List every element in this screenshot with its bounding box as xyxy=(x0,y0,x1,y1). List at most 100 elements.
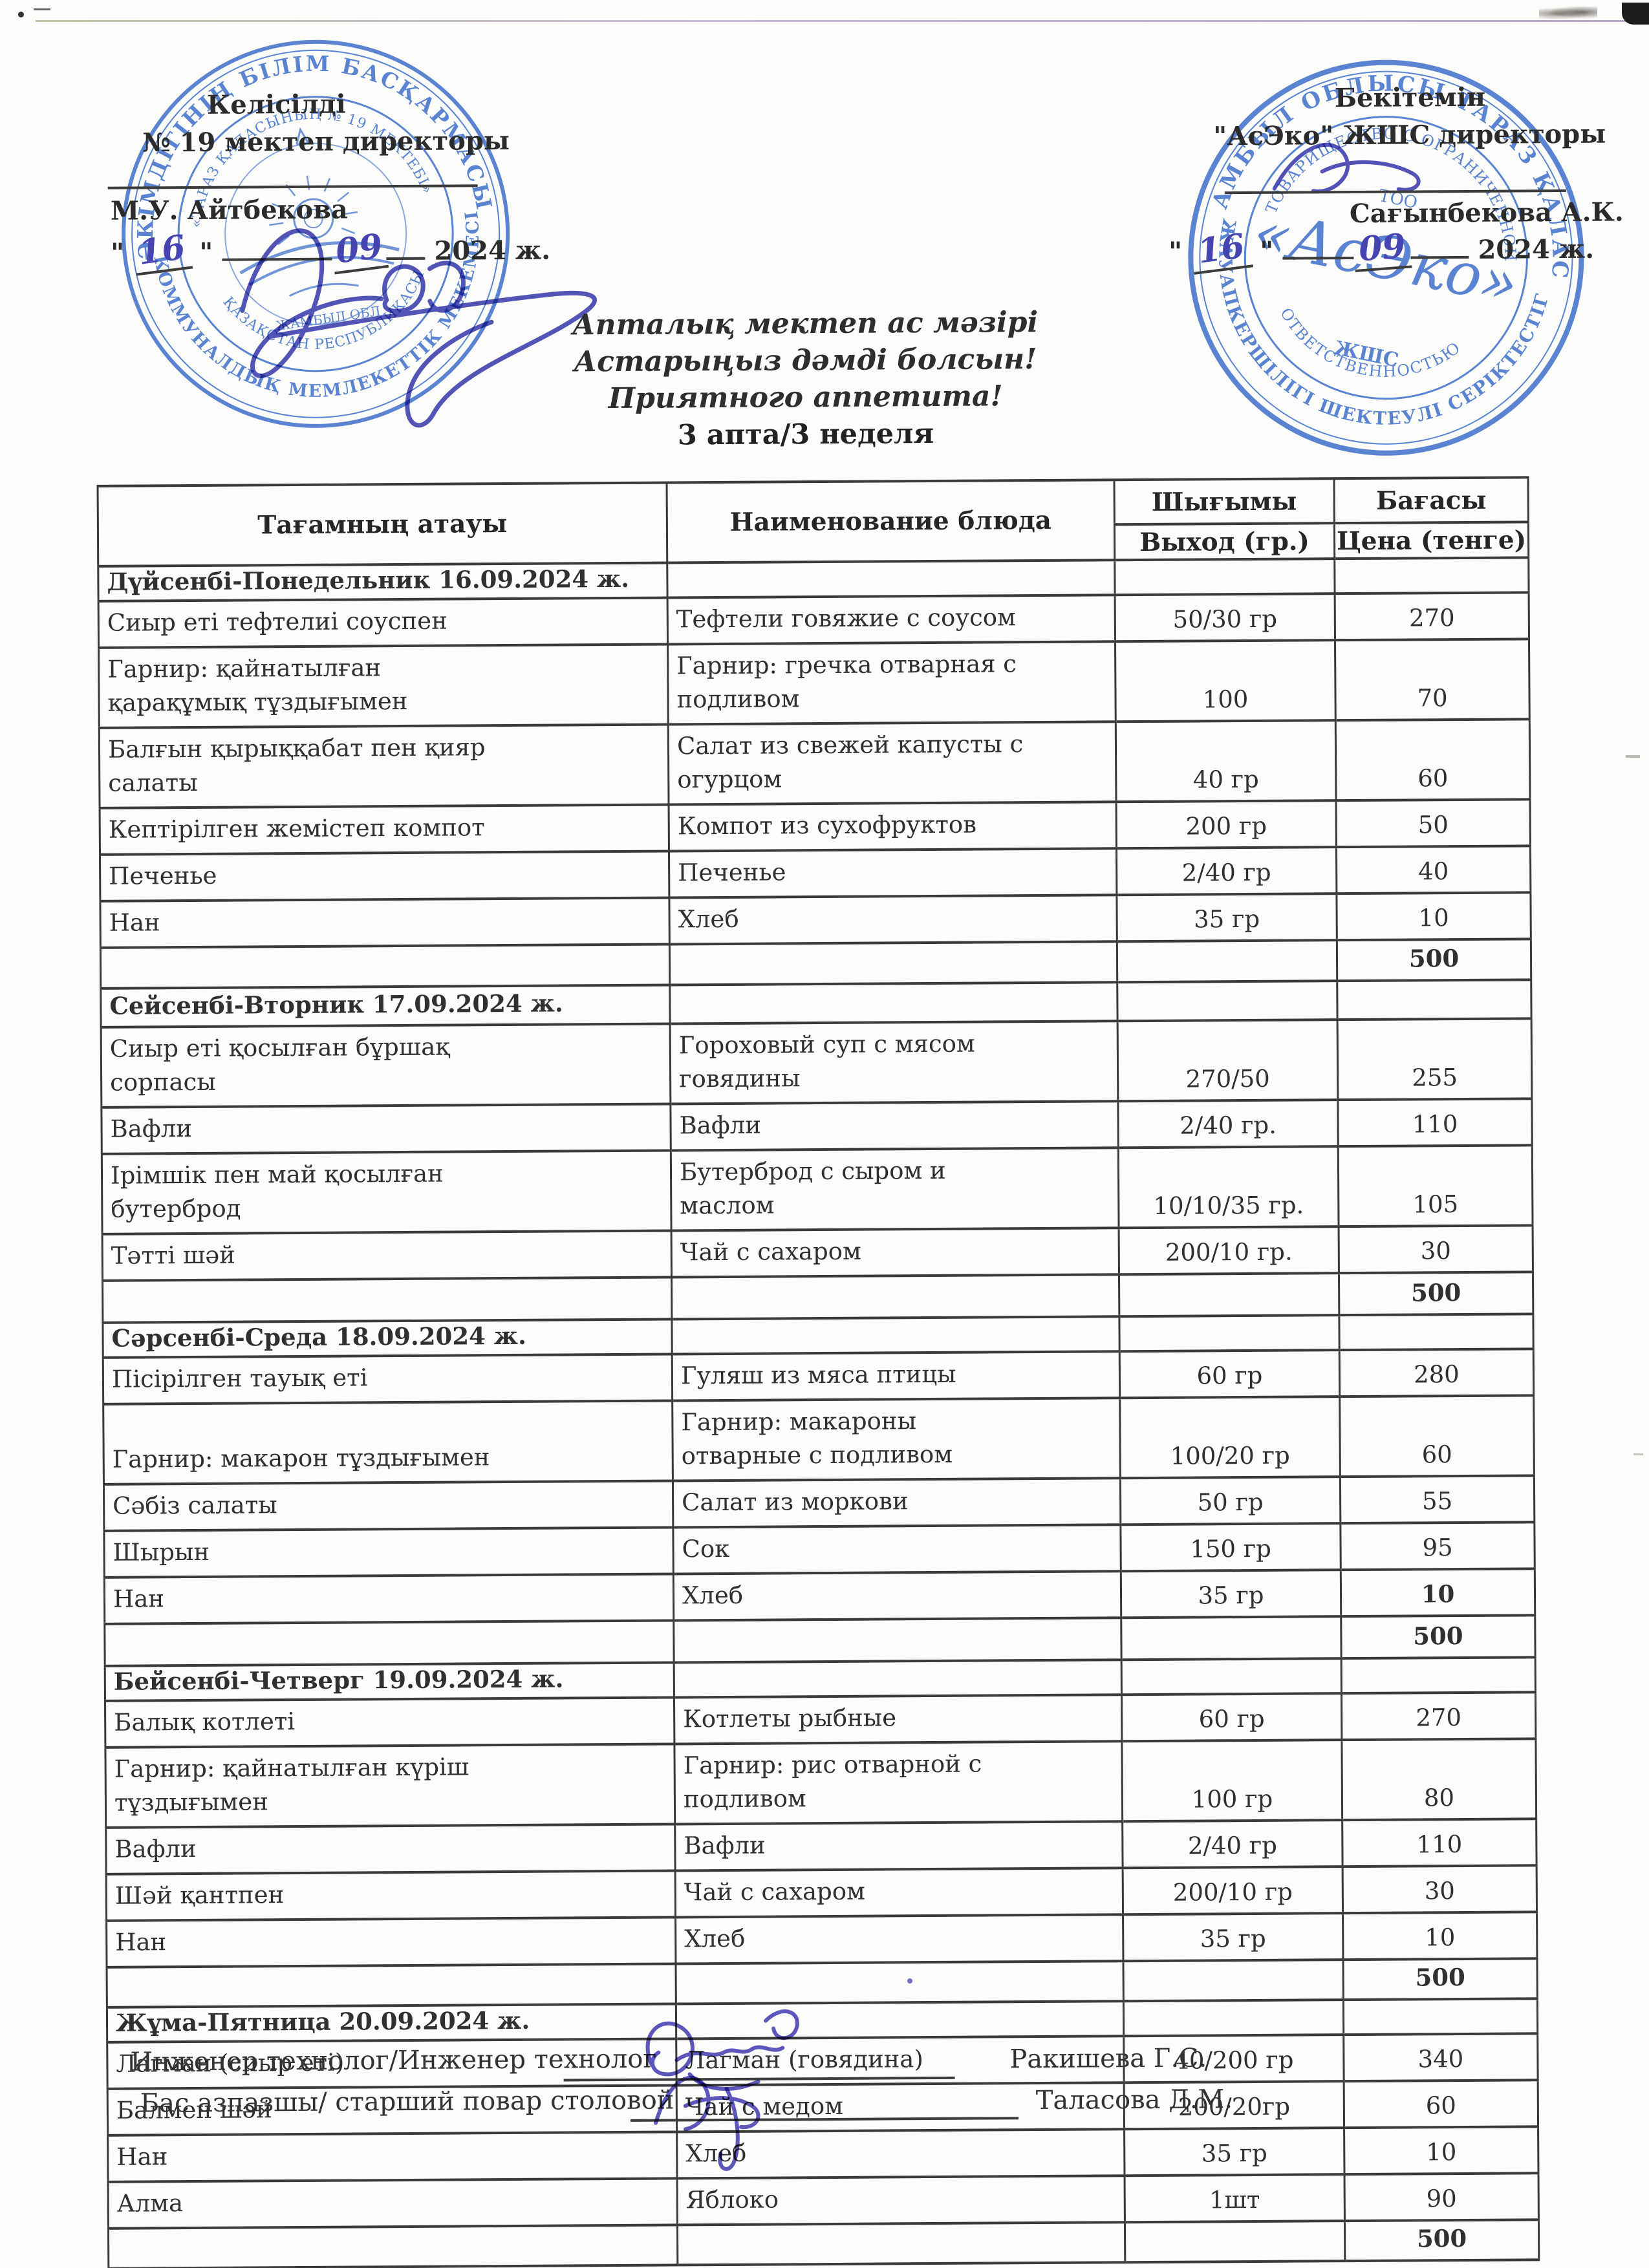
dish-name-ru: Хлеб xyxy=(673,1571,1121,1621)
month-line xyxy=(1282,228,1354,260)
menu-title-block: Апталық мектеп ас мәзірі Астарыңыз дәмді… xyxy=(0,301,1611,458)
company-round-stamp-icon: ЖАМБЫЛ ОБЛЫСЫ ТАРАЗ ҚАЛАСЫ ЖАУАПКЕРШІЛІГ… xyxy=(1147,16,1614,460)
empty-cell xyxy=(102,1277,672,1323)
header-price-kk: Бағасы xyxy=(1333,477,1529,524)
dish-name-ru: Гарнир: макароны отварные с подливом xyxy=(672,1398,1121,1481)
dish-name-ru: Гарнир: гречка отварная с подливом xyxy=(667,641,1116,725)
menu-item-row: Тәтті шәй Чай с сахаром 200/10 гр. 30 xyxy=(102,1225,1533,1281)
quote-mark: " xyxy=(111,237,125,268)
handwritten-month: 09 xyxy=(1352,226,1412,272)
menu-item-row: Гарнир: макарон тұздығымен Гарнир: макаро… xyxy=(103,1395,1535,1484)
dish-name-kk: Нан xyxy=(106,1917,676,1967)
dish-price: 270 xyxy=(1335,592,1529,641)
header-price-ru: Цена (тенге) xyxy=(1334,522,1529,559)
empty-cell xyxy=(671,1316,1120,1354)
chef-label: Бас азпазшы/ старший повар столовой xyxy=(140,2085,674,2119)
dish-name-kk: Нан xyxy=(107,2132,678,2182)
dish-output: 100/20 гр xyxy=(1119,1396,1341,1479)
menu-item-row: Нан Хлеб 35 гр 10 xyxy=(107,2126,1538,2182)
chef-signature-ink xyxy=(653,2075,760,2171)
empty-cell xyxy=(1337,979,1532,1020)
dish-price: 280 xyxy=(1339,1349,1534,1397)
company-director-signature-ink xyxy=(1272,142,1421,194)
dish-name-ru: Яблоко xyxy=(677,2176,1125,2225)
dish-name-kk: Гарнир: қайнатылған күріш тұздығымен xyxy=(105,1744,675,1828)
dish-output: 2/40 гр xyxy=(1116,847,1337,895)
dish-name-kk: Шырын xyxy=(103,1527,674,1578)
empty-cell xyxy=(1119,1273,1339,1317)
menu-table-header: Тағамның атауы Наименование блюда Шығымы… xyxy=(98,477,1529,566)
dish-output: 50 гр xyxy=(1120,1477,1341,1525)
dish-name-ru: Печенье xyxy=(669,848,1117,898)
dish-name-ru: Гарнир: рис отварной с подливом xyxy=(674,1741,1123,1824)
menu-item-row: Кептірілген жемістеп компот Компот из сух… xyxy=(100,799,1531,855)
menu-item-row: Вафли Вафли 2/40 гр 110 xyxy=(105,1819,1537,1874)
dish-name-ru: Вафли xyxy=(674,1821,1123,1871)
dish-output: 200/10 гр. xyxy=(1119,1226,1339,1275)
day-total-price: 500 xyxy=(1341,1615,1536,1659)
dish-price: 80 xyxy=(1341,1738,1536,1821)
dish-price: 10 xyxy=(1344,2126,1538,2175)
menu-item-row: Ірімшік пен май қосылған бутерброд Бутерб… xyxy=(102,1145,1533,1234)
dish-name-kk: Кептірілген жемістеп компот xyxy=(100,804,669,855)
month-line xyxy=(1410,227,1469,259)
school-round-stamp-icon: ӘКІМДІГІНІҢ БІЛІМ БАСҚАРМАСЫ КОММУНАЛДЫҚ… xyxy=(108,26,510,428)
dish-output: 60 гр xyxy=(1119,1350,1340,1398)
empty-cell xyxy=(1121,1658,1342,1695)
empty-cell xyxy=(671,1274,1119,1320)
chef-name: Таласова Д.М. xyxy=(1035,2084,1233,2116)
dish-price: 10 xyxy=(1342,1912,1537,1960)
day-total-price: 500 xyxy=(1339,1272,1533,1316)
dish-price: 270 xyxy=(1341,1692,1536,1740)
director-signature-ink xyxy=(240,228,597,428)
menu-item-row: Нан Хлеб 35 гр 10 xyxy=(100,892,1531,948)
dish-output: 1шт xyxy=(1125,2174,1345,2223)
empty-cell xyxy=(667,560,1116,598)
dish-output: 100 гр xyxy=(1121,1740,1342,1822)
menu-item-row: Балғын қырыққабат пен қияр салаты Салат и… xyxy=(99,719,1531,808)
empty-cell xyxy=(677,2222,1125,2265)
dish-name-kk: Шәй қантпен xyxy=(106,1870,676,1921)
dish-output: 35 гр xyxy=(1124,2128,1345,2176)
dish-output: 40 гр xyxy=(1116,720,1337,802)
ink-speck xyxy=(907,1978,912,1984)
dish-price: 105 xyxy=(1338,1145,1533,1227)
menu-item-row: Печенье Печенье 2/40 гр 40 xyxy=(100,846,1531,901)
empty-cell xyxy=(1119,1315,1340,1352)
dish-price: 30 xyxy=(1339,1225,1533,1274)
quote-mark: " xyxy=(1260,235,1274,266)
header-dish-name-ru: Наименование блюда xyxy=(667,480,1115,563)
dish-name-kk: Балғын қырыққабат пен қияр салаты xyxy=(99,724,669,808)
dish-output: 200/10 гр xyxy=(1123,1867,1343,1915)
dish-output: 35 гр xyxy=(1116,893,1337,942)
dish-name-kk: Алма xyxy=(108,2178,678,2229)
dish-price: 255 xyxy=(1337,1018,1532,1100)
dish-price: 60 xyxy=(1339,1395,1535,1477)
technologist-name: Ракишева Г.С. xyxy=(1009,2043,1207,2075)
menu-item-row: Сиыр еті тефтелиі соуспен Тефтели говяжие… xyxy=(98,592,1529,648)
dish-price: 70 xyxy=(1335,639,1530,721)
day-total-price: 500 xyxy=(1337,939,1531,981)
day-section-label: Бейсенбі-Четверг 19.09.2024 ж. xyxy=(105,1662,674,1701)
dish-output: 270/50 xyxy=(1117,1020,1338,1102)
dish-name-ru: Хлеб xyxy=(675,1914,1123,1964)
dish-name-kk: Балық котлеті xyxy=(105,1697,674,1748)
dish-name-ru: Компот из сухофруктов xyxy=(669,802,1117,851)
dish-output: 35 гр xyxy=(1121,1570,1341,1618)
day-total-row: 500 xyxy=(108,2220,1539,2268)
dish-output: 2/40 гр xyxy=(1122,1820,1343,1868)
scan-smudge xyxy=(1539,6,1597,21)
menu-item-row: Гарнир: қайнатылған күріш тұздығымен Гарн… xyxy=(105,1738,1536,1828)
dish-name-kk: Пісірілген тауық еті xyxy=(103,1354,673,1404)
signature-line xyxy=(107,151,478,189)
dish-price: 30 xyxy=(1342,1865,1537,1914)
day-section-label: Сейсенбі-Вторник 17.09.2024 ж. xyxy=(100,985,671,1027)
scan-dash xyxy=(34,8,50,10)
header-dish-name-kk: Тағамның атауы xyxy=(98,482,667,566)
dish-output: 2/40 гр. xyxy=(1117,1100,1339,1148)
empty-cell xyxy=(669,941,1117,985)
dish-output: 35 гр xyxy=(1123,1913,1343,1962)
empty-cell xyxy=(100,944,670,989)
